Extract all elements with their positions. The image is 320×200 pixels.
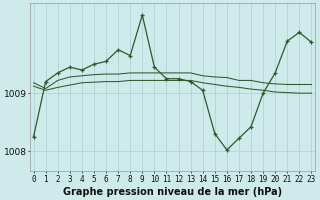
X-axis label: Graphe pression niveau de la mer (hPa): Graphe pression niveau de la mer (hPa) (63, 187, 282, 197)
